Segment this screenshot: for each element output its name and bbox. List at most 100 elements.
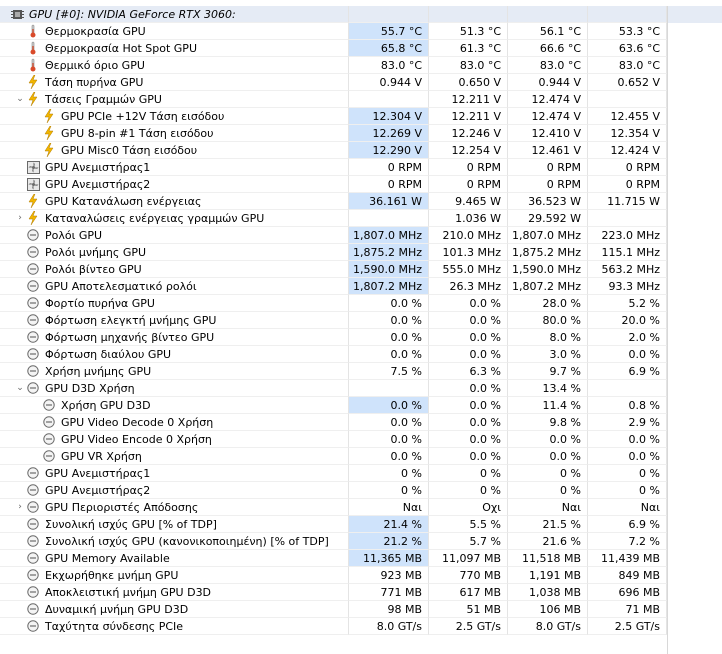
indent-spacer	[14, 23, 26, 39]
sensor-row[interactable]: GPU 8-pin #1 Τάση εισόδου 12.269 V 12.246 …	[0, 125, 722, 142]
current-value: 83.0 °C	[349, 57, 429, 74]
average-value: 0 RPM	[588, 159, 667, 176]
sensor-label: GPU [#0]: NVIDIA GeForce RTX 3060:	[29, 7, 236, 21]
sensor-row[interactable]: GPU Misc0 Τάση εισόδου 12.290 V 12.254 V 12…	[0, 142, 722, 159]
voltage-icon	[42, 126, 56, 140]
average-value: 12.455 V	[588, 108, 667, 125]
minimum-value: 51.3 °C	[429, 23, 508, 40]
expand-chevron-icon[interactable]: ›	[18, 502, 22, 512]
sensor-name-cell: Φόρτωση ελεγκτή μνήμης GPU	[0, 312, 349, 329]
clock-icon	[26, 313, 40, 327]
maximum-value: 0.0 %	[508, 431, 588, 448]
sensor-row[interactable]: ⌄ GPU D3D Χρήση 0.0 % 13.4 %	[0, 380, 722, 397]
minimum-value: 0.0 %	[429, 414, 508, 431]
sensor-row[interactable]: Ρολόι βίντεο GPU 1,590.0 MHz 555.0 MHz 1,59…	[0, 261, 722, 278]
sensor-row[interactable]: Συνολική ισχύς GPU [% of TDP] 21.4 % 5.5 %…	[0, 516, 722, 533]
sensor-row[interactable]: Εκχωρήθηκε μνήμη GPU 923 MB 770 MB 1,191 MB…	[0, 567, 722, 584]
sensor-row[interactable]: GPU Video Encode 0 Χρήση 0.0 % 0.0 % 0.0 % 0…	[0, 431, 722, 448]
sensor-row[interactable]: Αποκλειστική μνήμη GPU D3D 771 MB 617 MB 1,…	[0, 584, 722, 601]
sensor-row[interactable]: Χρήση μνήμης GPU 7.5 % 6.3 % 9.7 % 6.9 %	[0, 363, 722, 380]
current-value: 1,875.2 MHz	[349, 244, 429, 261]
average-value: 12.424 V	[588, 142, 667, 159]
current-value: 12.290 V	[349, 142, 429, 159]
sensor-row[interactable]: Ρολόι μνήμης GPU 1,875.2 MHz 101.3 MHz 1,87…	[0, 244, 722, 261]
gpu-header-row[interactable]: GPU [#0]: NVIDIA GeForce RTX 3060:	[0, 6, 722, 23]
average-value: 223.0 MHz	[588, 227, 667, 244]
sensor-row[interactable]: Συνολική ισχύς GPU (κανονικοποιημένη) [%…	[0, 533, 722, 550]
sensor-row[interactable]: GPU Αποτελεσματικό ρολόι 1,807.2 MHz 26.3 …	[0, 278, 722, 295]
sensor-row[interactable]: GPU Ανεμιστήρας1 0 RPM 0 RPM 0 RPM 0 RPM	[0, 159, 722, 176]
average-value: 63.6 °C	[588, 40, 667, 57]
minimum-value: 51 MB	[429, 601, 508, 618]
current-value: 1,807.2 MHz	[349, 278, 429, 295]
maximum-value: 1,038 MB	[508, 584, 588, 601]
sensor-row[interactable]: GPU VR Χρήση 0.0 % 0.0 % 0.0 % 0.0 %	[0, 448, 722, 465]
average-value: 11,439 MB	[588, 550, 667, 567]
minimum-value: 210.0 MHz	[429, 227, 508, 244]
sensor-row[interactable]: Φόρτωση διαύλου GPU 0.0 % 0.0 % 3.0 % 0.0 %	[0, 346, 722, 363]
sensor-name-cell: GPU 8-pin #1 Τάση εισόδου	[0, 125, 349, 142]
sensor-row[interactable]: › Καταναλώσεις ενέργειας γραμμών GPU 1.036…	[0, 210, 722, 227]
sensor-row[interactable]: Φόρτωση ελεγκτή μνήμης GPU 0.0 % 0.0 % 80.0…	[0, 312, 722, 329]
sensor-row[interactable]: Θερμικό όριο GPU 83.0 °C 83.0 °C 83.0 °C 83.…	[0, 57, 722, 74]
clock-icon	[26, 602, 40, 616]
sensor-name-cell: ⌄ Τάσεις Γραμμών GPU	[0, 91, 349, 108]
minimum-value: 12.211 V	[429, 108, 508, 125]
minimum-value: 5.5 %	[429, 516, 508, 533]
sensor-label: GPU VR Χρήση	[61, 449, 142, 463]
sensor-row[interactable]: Ταχύτητα σύνδεσης PCIe 8.0 GT/s 2.5 GT/s 8.…	[0, 618, 722, 635]
fan-icon	[26, 160, 40, 174]
sensor-row[interactable]: Ρολόι GPU 1,807.0 MHz 210.0 MHz 1,807.0 MHz…	[0, 227, 722, 244]
maximum-value: 36.523 W	[508, 193, 588, 210]
sensor-label: Ρολόι βίντεο GPU	[45, 262, 142, 276]
sensor-row[interactable]: Θερμοκρασία Hot Spot GPU 65.8 °C 61.3 °C 66…	[0, 40, 722, 57]
sensor-label: Ρολόι GPU	[45, 228, 103, 242]
sensor-name-cell: › GPU Περιοριστές Απόδοσης	[0, 499, 349, 516]
current-value: 0.0 %	[349, 431, 429, 448]
sensor-row[interactable]: GPU Ανεμιστήρας1 0 % 0 % 0 % 0 %	[0, 465, 722, 482]
sensor-row[interactable]: › GPU Περιοριστές Απόδοσης Ναι Οχι Ναι Ναι	[0, 499, 722, 516]
maximum-value	[508, 6, 588, 23]
sensor-row[interactable]: Θερμοκρασία GPU 55.7 °C 51.3 °C 56.1 °C 53.3…	[0, 23, 722, 40]
clock-icon	[26, 364, 40, 378]
sensor-row[interactable]: Φόρτωση μηχανής βίντεο GPU 0.0 % 0.0 % 8.0 …	[0, 329, 722, 346]
current-value: 98 MB	[349, 601, 429, 618]
minimum-value: 101.3 MHz	[429, 244, 508, 261]
current-value: 0.0 %	[349, 295, 429, 312]
collapse-chevron-icon[interactable]: ⌄	[16, 94, 24, 104]
expand-chevron-icon[interactable]: ›	[18, 213, 22, 223]
indent-spacer	[30, 414, 42, 430]
sensor-row[interactable]: Τάση πυρήνα GPU 0.944 V 0.650 V 0.944 V 0.65…	[0, 74, 722, 91]
indent-spacer	[30, 108, 42, 124]
current-value: 65.8 °C	[349, 40, 429, 57]
average-value: 6.9 %	[588, 363, 667, 380]
average-value: 20.0 %	[588, 312, 667, 329]
sensor-row[interactable]: GPU PCIe +12V Τάση εισόδου 12.304 V 12.211…	[0, 108, 722, 125]
indent-spacer	[14, 482, 26, 498]
sensor-name-cell: GPU PCIe +12V Τάση εισόδου	[0, 108, 349, 125]
current-value	[349, 91, 429, 108]
sensor-row[interactable]: Δυναμική μνήμη GPU D3D 98 MB 51 MB 106 MB 71…	[0, 601, 722, 618]
sensor-name-cell: Συνολική ισχύς GPU [% of TDP]	[0, 516, 349, 533]
sensor-row[interactable]: Χρήση GPU D3D 0.0 % 0.0 % 11.4 % 0.8 %	[0, 397, 722, 414]
sensor-row[interactable]: GPU Ανεμιστήρας2 0 RPM 0 RPM 0 RPM 0 RPM	[0, 176, 722, 193]
minimum-value: 0 %	[429, 465, 508, 482]
thermometer-icon	[26, 24, 40, 38]
collapse-chevron-icon[interactable]: ⌄	[16, 383, 24, 393]
maximum-value: Ναι	[508, 499, 588, 516]
sensor-row[interactable]: GPU Video Decode 0 Χρήση 0.0 % 0.0 % 9.8 % 2…	[0, 414, 722, 431]
sensor-name-cell: GPU Ανεμιστήρας2	[0, 176, 349, 193]
sensor-row[interactable]: GPU Memory Available 11,365 MB 11,097 MB 11…	[0, 550, 722, 567]
sensor-name-cell: GPU Video Decode 0 Χρήση	[0, 414, 349, 431]
sensor-row[interactable]: GPU Ανεμιστήρας2 0 % 0 % 0 % 0 %	[0, 482, 722, 499]
sensor-label: GPU Περιοριστές Απόδοσης	[45, 500, 199, 514]
clock-icon	[26, 534, 40, 548]
sensor-row[interactable]: Φορτίο πυρήνα GPU 0.0 % 0.0 % 28.0 % 5.2 %	[0, 295, 722, 312]
clock-icon	[26, 585, 40, 599]
clock-icon	[42, 415, 56, 429]
voltage-icon	[26, 75, 40, 89]
current-value: 0.944 V	[349, 74, 429, 91]
sensor-row[interactable]: ⌄ Τάσεις Γραμμών GPU 12.211 V 12.474 V	[0, 91, 722, 108]
average-value: 0.0 %	[588, 431, 667, 448]
